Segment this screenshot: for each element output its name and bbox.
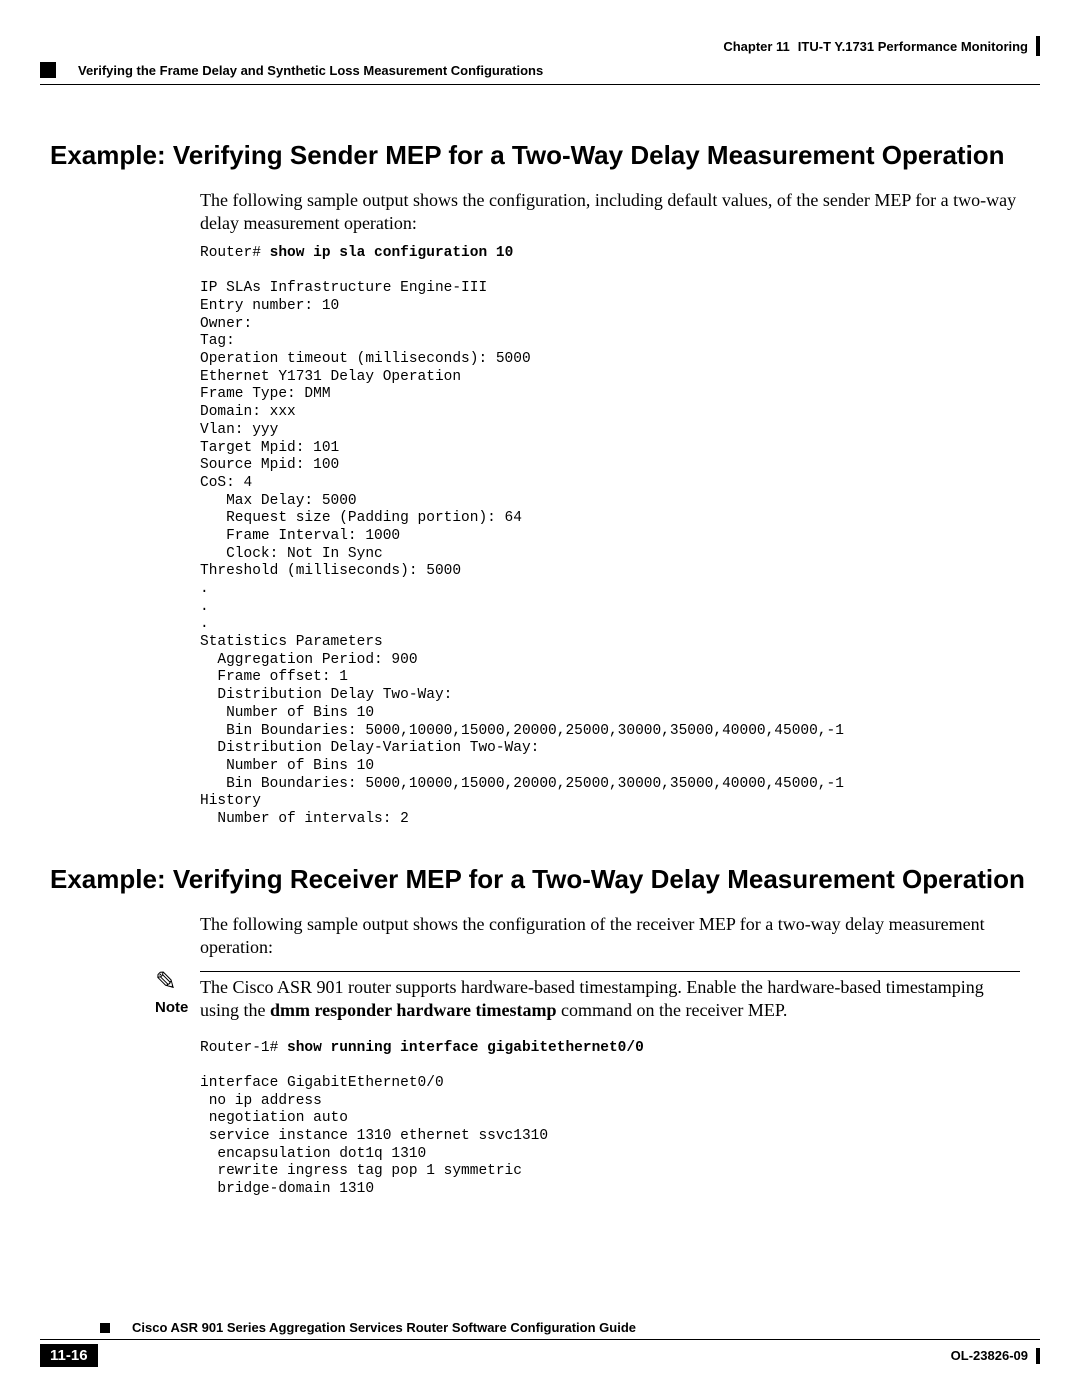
section1-intro: The following sample output shows the co… <box>200 189 1020 235</box>
section-heading-receiver: Example: Verifying Receiver MEP for a Tw… <box>50 865 1030 895</box>
doc-id: OL-23826-09 <box>951 1348 1028 1363</box>
footer-top: Cisco ASR 901 Series Aggregation Service… <box>40 1320 1040 1340</box>
header-bar-icon <box>1036 36 1040 56</box>
note-gutter: ✎ Note <box>155 971 200 1016</box>
cli-command: show running interface gigabitethernet0/… <box>287 1040 644 1056</box>
cli-output: interface GigabitEthernet0/0 no ip addre… <box>200 1075 548 1197</box>
section2-intro: The following sample output shows the co… <box>200 913 1020 959</box>
page-footer: Cisco ASR 901 Series Aggregation Service… <box>40 1320 1040 1367</box>
footer-right: OL-23826-09 <box>951 1348 1040 1364</box>
section1-block: The following sample output shows the co… <box>200 189 1020 829</box>
cli-command: show ip sla configuration 10 <box>270 245 514 261</box>
section1-cli: Router# show ip sla configuration 10 IP … <box>200 245 1020 829</box>
cli-prompt: Router# <box>200 245 270 261</box>
cli-output: IP SLAs Infrastructure Engine-III Entry … <box>200 280 844 827</box>
section-heading-sender: Example: Verifying Sender MEP for a Two-… <box>50 141 1030 171</box>
footer-bar-icon <box>1036 1348 1040 1364</box>
footer-guide-title: Cisco ASR 901 Series Aggregation Service… <box>132 1320 636 1335</box>
pencil-icon: ✎ <box>155 969 200 995</box>
note-command: dmm responder hardware timestamp <box>270 1000 557 1020</box>
footer-square-icon <box>100 1323 110 1333</box>
breadcrumb: Verifying the Frame Delay and Synthetic … <box>78 63 543 78</box>
note-block: ✎ Note The Cisco ASR 901 router supports… <box>155 971 1020 1022</box>
note-text: The Cisco ASR 901 router supports hardwa… <box>200 976 1020 1022</box>
note-body: The Cisco ASR 901 router supports hardwa… <box>200 971 1020 1022</box>
header-title: ITU-T Y.1731 Performance Monitoring <box>798 39 1028 54</box>
content: Example: Verifying Sender MEP for a Two-… <box>40 141 1040 1199</box>
section2-cli: Router-1# show running interface gigabit… <box>200 1040 1020 1199</box>
page-number-badge: 11-16 <box>40 1344 98 1367</box>
section2-cli-block: Router-1# show running interface gigabit… <box>200 1040 1020 1199</box>
cli-prompt: Router-1# <box>200 1040 287 1056</box>
footer-bottom: 11-16 OL-23826-09 <box>40 1344 1040 1367</box>
page-subheader: Verifying the Frame Delay and Synthetic … <box>40 62 1040 85</box>
section-square-icon <box>40 62 56 78</box>
section2-block: The following sample output shows the co… <box>200 913 1020 959</box>
page: Chapter 11 ITU-T Y.1731 Performance Moni… <box>0 0 1080 1397</box>
header-right: Chapter 11 ITU-T Y.1731 Performance Moni… <box>723 36 1040 56</box>
page-header: Chapter 11 ITU-T Y.1731 Performance Moni… <box>40 34 1040 58</box>
note-label: Note <box>155 999 200 1016</box>
note-post: command on the receiver MEP. <box>557 1000 788 1020</box>
header-chapter: Chapter 11 <box>723 39 789 54</box>
